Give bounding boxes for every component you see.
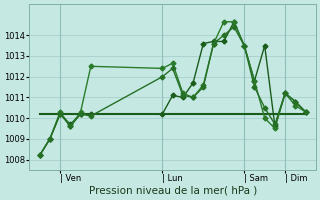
X-axis label: Pression niveau de la mer( hPa ): Pression niveau de la mer( hPa ): [89, 186, 257, 196]
